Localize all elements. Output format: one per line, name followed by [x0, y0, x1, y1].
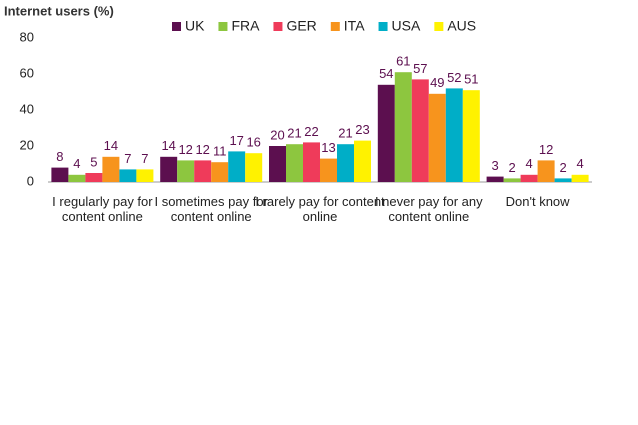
value-label: 22 — [304, 124, 318, 139]
value-label: 14 — [104, 138, 118, 153]
bar — [486, 176, 504, 182]
y-tick-label: 60 — [20, 65, 34, 80]
legend-label: UK — [185, 18, 205, 34]
bar — [394, 72, 412, 182]
value-label: 7 — [141, 151, 148, 166]
bar — [85, 173, 103, 182]
value-label: 51 — [464, 72, 478, 87]
bar — [503, 178, 521, 182]
bar — [411, 79, 429, 182]
value-label: 57 — [413, 61, 427, 76]
bar — [428, 93, 446, 182]
value-label: 23 — [355, 122, 369, 137]
legend-label: AUS — [447, 18, 476, 34]
legend-label: FRA — [231, 18, 260, 34]
bar — [337, 144, 354, 182]
bar — [354, 140, 371, 182]
x-tick-label: I sometimes pay for content online — [154, 194, 268, 224]
bar — [119, 169, 137, 182]
value-label: 8 — [56, 149, 63, 164]
legend-swatch — [218, 22, 228, 31]
value-label: 2 — [559, 160, 566, 175]
value-label: 4 — [73, 156, 80, 171]
bar — [102, 156, 120, 182]
value-label: 21 — [287, 126, 301, 141]
bar — [462, 90, 480, 182]
legend-swatch — [330, 22, 340, 31]
y-tick-label: 0 — [27, 173, 34, 188]
bar — [68, 174, 86, 182]
value-label: 16 — [246, 135, 260, 150]
y-tick-label: 80 — [20, 29, 34, 44]
value-label: 4 — [576, 156, 583, 171]
x-tick-label: I regularly pay for content online — [52, 194, 153, 224]
value-label: 3 — [491, 158, 498, 173]
bar — [228, 151, 246, 182]
value-label: 17 — [229, 133, 243, 148]
y-tick-label: 40 — [20, 101, 34, 116]
value-label: 7 — [124, 151, 131, 166]
bar — [51, 167, 69, 182]
value-label: 49 — [430, 75, 444, 90]
y-axis-label: Internet users (%) — [4, 3, 114, 18]
value-label: 52 — [447, 70, 461, 85]
legend-swatch — [273, 22, 283, 31]
bar — [160, 156, 178, 182]
value-label: 21 — [338, 126, 352, 141]
x-tick-label: Don't know — [505, 194, 570, 209]
legend-label: USA — [392, 18, 421, 34]
value-label: 4 — [525, 156, 532, 171]
value-label: 20 — [270, 127, 284, 142]
bar — [303, 142, 320, 182]
value-label: 61 — [396, 54, 410, 69]
value-label: 12 — [195, 142, 209, 157]
bar — [177, 160, 195, 182]
bar — [520, 174, 538, 182]
value-label: 14 — [161, 138, 175, 153]
legend-label: GER — [286, 18, 316, 34]
bar — [286, 144, 303, 182]
value-label: 11 — [213, 144, 227, 159]
x-tick-label: I never pay for any content online — [374, 194, 483, 224]
bar — [445, 88, 463, 182]
bar — [537, 160, 555, 182]
x-tick-label: I rarely pay for content online — [255, 194, 385, 224]
y-tick-label: 20 — [20, 137, 34, 152]
bar — [136, 169, 154, 182]
bar — [571, 174, 589, 182]
value-label: 13 — [321, 140, 335, 155]
legend-swatch — [434, 22, 444, 31]
bar — [554, 178, 572, 182]
bar — [269, 146, 286, 182]
bar — [194, 160, 212, 182]
bar — [320, 158, 337, 182]
legend-swatch — [172, 22, 181, 31]
value-label: 5 — [90, 154, 97, 169]
value-label: 12 — [178, 142, 192, 157]
bar — [245, 153, 263, 182]
legend-swatch — [378, 22, 388, 31]
bar — [211, 162, 229, 182]
bar — [377, 84, 395, 182]
legend-label: ITA — [344, 18, 365, 34]
value-label: 54 — [379, 66, 393, 81]
value-label: 2 — [508, 160, 515, 175]
value-label: 12 — [539, 142, 553, 157]
